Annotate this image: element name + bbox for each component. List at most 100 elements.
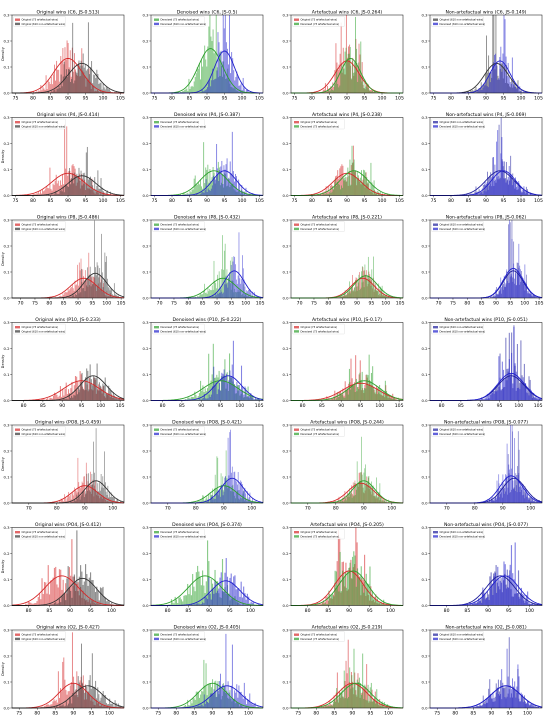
legend-entry: Original (73 artefactual wins) [301, 633, 338, 637]
x-tick-label: 105 [116, 95, 125, 101]
x-tick-label: 100 [520, 300, 529, 306]
histogram-bar [375, 704, 376, 708]
histogram-bar [54, 568, 55, 606]
x-tick-label: 80 [325, 300, 331, 306]
y-tick-label: 0.2 [4, 38, 11, 43]
histogram-bar [348, 697, 349, 708]
histogram-bar [72, 493, 73, 503]
histogram-bar [72, 173, 73, 195]
histogram-bar [232, 132, 233, 196]
x-tick-label: 90 [477, 403, 483, 409]
histogram-bar [515, 542, 516, 605]
histogram-bar [93, 687, 94, 708]
histogram-bar [48, 565, 49, 605]
legend: Original (73 artefactual wins)Original (… [14, 324, 66, 334]
histogram-bar [479, 705, 480, 708]
x-tick-label: 80 [54, 505, 60, 511]
histogram-bar [516, 285, 517, 298]
histogram-bar [207, 540, 208, 605]
histogram-bar [383, 296, 384, 298]
histogram-bar [206, 598, 207, 606]
x-tick-label: 90 [483, 95, 489, 101]
y-tick-label: 0.2 [4, 243, 11, 248]
histogram-bar [361, 271, 362, 298]
histogram-bar [344, 398, 345, 401]
y-tick-label: 0.3 [4, 627, 11, 632]
x-tick-label: 80 [464, 300, 470, 306]
histogram-bar [375, 496, 376, 503]
histogram-bar [490, 589, 491, 606]
histogram-bar [224, 492, 225, 503]
histogram-bar [352, 687, 353, 708]
y-tick-label: 0.3 [4, 115, 11, 120]
histogram-bar [219, 578, 220, 606]
histogram-bar [351, 78, 352, 93]
histogram-bar [106, 492, 107, 503]
x-tick-label: 90 [344, 198, 350, 204]
y-tick-label: 0.2 [143, 141, 150, 146]
histogram-bar [104, 385, 105, 400]
x-tick-label: 75 [32, 300, 38, 306]
histogram-bar [73, 295, 74, 298]
histogram-bar [218, 32, 219, 93]
histogram-bar [339, 497, 340, 503]
legend-entry: Denoised (610 non-artefactual wins) [440, 534, 486, 538]
histogram-bar [101, 234, 102, 298]
legend-swatch [294, 19, 299, 21]
histogram-bar [497, 567, 498, 606]
histogram-bar [243, 395, 244, 401]
x-tick-label: 85 [319, 403, 325, 409]
legend-swatch [15, 125, 20, 127]
y-tick-label: 0.0 [283, 398, 290, 403]
histogram-bar [497, 390, 498, 400]
legend-swatch [154, 429, 159, 431]
histogram-bar [493, 501, 494, 503]
x-tick-label: 90 [221, 505, 227, 511]
y-tick-label: 0.1 [4, 679, 11, 684]
histogram-bar [76, 390, 77, 401]
x-tick-label: 90 [488, 710, 494, 716]
histogram-bar [88, 22, 89, 93]
histogram-bar [520, 701, 521, 708]
histogram-bar [498, 694, 499, 708]
legend: Original (73 artefactual wins)Denoised (… [293, 17, 345, 27]
histogram-bar [72, 493, 73, 503]
histogram-bar [74, 574, 75, 605]
histogram-bar [358, 482, 359, 503]
histogram-bar [350, 293, 351, 298]
histogram-bar [539, 399, 540, 401]
histogram-bar [90, 675, 91, 708]
y-tick-label: 0.2 [4, 141, 11, 146]
histogram-bar [221, 292, 222, 298]
histogram-bar [364, 473, 365, 503]
histogram-bar [232, 467, 233, 503]
histogram-bar [239, 483, 240, 503]
histogram-bar [83, 585, 84, 606]
bars [325, 437, 397, 503]
histogram-bar [249, 693, 250, 708]
x-tick-label: 100 [107, 608, 116, 614]
histogram-bar [527, 393, 528, 400]
bars [312, 640, 397, 708]
histogram-bar [203, 603, 204, 605]
histogram-bar [493, 296, 494, 298]
histogram-bar [352, 557, 353, 606]
x-tick-label: 95 [89, 710, 95, 716]
histogram-bar [248, 290, 249, 298]
legend-swatch [294, 634, 299, 636]
histogram-bar [501, 583, 502, 606]
histogram-bar [81, 61, 82, 93]
histogram-bar [233, 576, 234, 605]
histogram-bar [78, 492, 79, 503]
histogram-bar [60, 191, 61, 196]
y-tick-label: 0.2 [283, 243, 290, 248]
histogram-bar [98, 390, 99, 400]
legend-swatch [294, 228, 299, 230]
histogram-bar [335, 571, 336, 606]
legend-swatch [15, 638, 20, 640]
legend: Original (73 artefactual wins)Original (… [14, 632, 66, 642]
histogram-bar [199, 399, 200, 401]
histogram-bar [513, 579, 514, 605]
